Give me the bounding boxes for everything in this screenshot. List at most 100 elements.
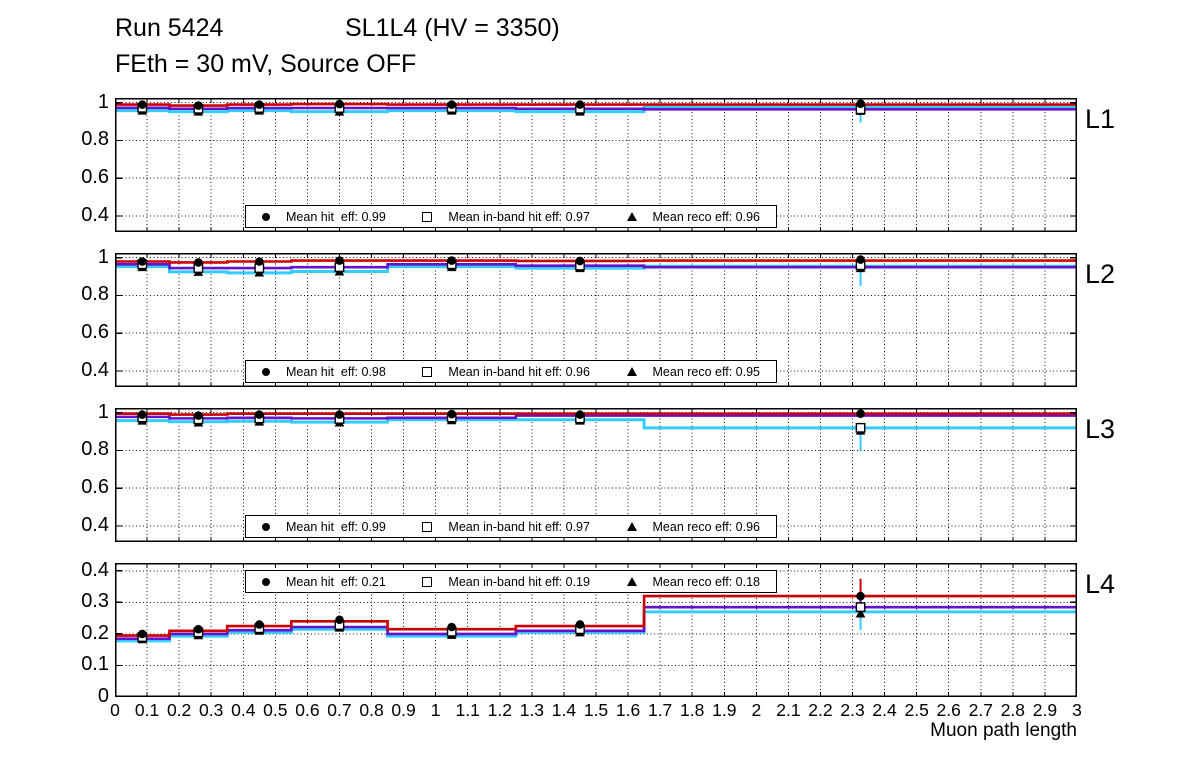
triangle-marker-icon xyxy=(626,212,637,221)
y-tick-label: 0 xyxy=(97,685,109,708)
legend-label: Mean reco eff: 0.96 xyxy=(652,209,760,224)
square-marker-icon xyxy=(422,211,433,222)
x-tick-label: 2.2 xyxy=(808,700,833,720)
x-tick-label: 1.8 xyxy=(680,700,705,720)
legend-item: Mean hit eff: 0.99 xyxy=(262,520,386,534)
panel-L4: 0.4 0.3 0.2 0.1 0 L4 Mean hit eff: 0.21 Mean in… xyxy=(81,559,1115,707)
plot-area-L2 xyxy=(115,253,1077,387)
legend-item: Mean in-band hit eff: 0.97 xyxy=(422,520,590,534)
x-tick-label: 0.2 xyxy=(166,700,192,720)
config-subtitle: FEth = 30 mV, Source OFF xyxy=(115,50,417,78)
y-tick-label: 0.8 xyxy=(81,283,109,306)
panel-label-L3: L3 xyxy=(1085,414,1116,444)
legend-label: Mean hit eff: 0.98 xyxy=(286,364,386,379)
legend-item: Mean in-band hit eff: 0.96 xyxy=(422,365,590,379)
x-tick-label: 1.3 xyxy=(519,700,545,720)
x-tick-label: 3 xyxy=(1072,700,1082,720)
panel-label-L4: L4 xyxy=(1085,569,1116,599)
run-title: Run 5424 xyxy=(115,14,224,42)
y-tick-label: 0.4 xyxy=(81,358,109,381)
x-tick-label: 2.8 xyxy=(1000,700,1026,720)
y-tick-label: 0.4 xyxy=(81,203,109,226)
panel-label-L2: L2 xyxy=(1085,259,1116,289)
panel-L1: 1 0.8 0.6 0.4 L1 Mean hit eff: 0.99 Mean in-ba… xyxy=(81,91,1115,232)
x-tick-label: 2.5 xyxy=(904,700,929,720)
y-tick-label: 1 xyxy=(97,245,109,268)
x-tick-label: 1 xyxy=(430,700,441,720)
legend-L1: Mean hit eff: 0.99 Mean in-band hit eff: … xyxy=(245,205,777,228)
legend-label: Mean hit eff: 0.99 xyxy=(286,519,386,534)
y-tick-label: 0.3 xyxy=(81,590,109,613)
plot-area-L4 xyxy=(115,563,1077,697)
x-tick-label: 2 xyxy=(751,700,762,720)
triangle-marker-icon xyxy=(626,577,637,586)
circle-marker-icon xyxy=(262,212,270,221)
legend-item: Mean in-band hit eff: 0.97 xyxy=(422,210,590,224)
legend-label: Mean in-band hit eff: 0.96 xyxy=(448,364,590,379)
y-tick-label: 0.4 xyxy=(81,513,109,536)
legend-item: Mean reco eff: 0.95 xyxy=(626,364,760,379)
x-tick-label: 0 xyxy=(110,700,120,720)
y-tick-label: 1 xyxy=(97,90,109,113)
legend-label: Mean reco eff: 0.96 xyxy=(652,519,760,534)
legend-label: Mean hit eff: 0.99 xyxy=(286,209,386,224)
x-tick-label: 0.3 xyxy=(199,700,224,720)
panel-label-L1: L1 xyxy=(1085,104,1116,134)
y-tick-label: 0.1 xyxy=(81,653,109,676)
square-marker-icon xyxy=(422,366,433,377)
square-marker-icon xyxy=(422,576,433,587)
square-marker-icon xyxy=(422,521,433,532)
legend-L4: Mean hit eff: 0.21 Mean in-band hit eff: … xyxy=(245,570,777,593)
legend-item: Mean in-band hit eff: 0.19 xyxy=(422,575,590,589)
x-tick-label: 2.3 xyxy=(840,700,865,720)
x-tick-label: 0.9 xyxy=(391,700,416,720)
legend-label: Mean reco eff: 0.95 xyxy=(652,364,760,379)
x-tick-label: 0.8 xyxy=(359,700,384,720)
legend-label: Mean in-band hit eff: 0.97 xyxy=(448,519,590,534)
x-tick-label: 1.1 xyxy=(455,700,480,720)
legend-label: Mean reco eff: 0.18 xyxy=(652,574,760,589)
legend-item: Mean reco eff: 0.96 xyxy=(626,519,760,534)
x-tick-label: 1.9 xyxy=(712,700,737,720)
circle-marker-icon xyxy=(262,577,270,586)
triangle-marker-icon xyxy=(626,367,637,376)
plot-area-L1 xyxy=(115,98,1077,232)
x-tick-label: 0.4 xyxy=(231,700,256,720)
y-tick-label: 0.4 xyxy=(81,558,109,581)
y-tick-label: 0.2 xyxy=(81,621,109,644)
panel-L2: 1 0.8 0.6 0.4 L2 Mean hit eff: 0.98 Mean in-ba… xyxy=(81,246,1115,387)
x-tick-label: 1.5 xyxy=(583,700,609,720)
circle-marker-icon xyxy=(262,367,270,376)
legend-item: Mean reco eff: 0.96 xyxy=(626,209,760,224)
y-tick-label: 0.6 xyxy=(81,166,109,189)
x-tick-label: 2.1 xyxy=(776,700,801,720)
legend-item: Mean hit eff: 0.99 xyxy=(262,210,386,224)
panel-L3: 1 0.8 0.6 0.4 L3 Mean hit eff: 0.99 Mean in-ba… xyxy=(81,401,1115,542)
legend-label: Mean in-band hit eff: 0.19 xyxy=(448,574,590,589)
x-tick-label: 2.4 xyxy=(872,700,897,720)
legend-item: Mean reco eff: 0.18 xyxy=(626,574,760,589)
legend-label: Mean in-band hit eff: 0.97 xyxy=(448,209,590,224)
x-tick-label: 1.2 xyxy=(487,700,512,720)
x-tick-label: 0.1 xyxy=(134,700,160,720)
x-tick-label: 0.6 xyxy=(295,700,320,720)
x-tick-label: 2.9 xyxy=(1032,700,1058,720)
chamber-title: SL1L4 (HV = 3350) xyxy=(345,14,560,42)
circle-marker-icon xyxy=(262,522,270,531)
x-tick-label: 1.4 xyxy=(551,700,577,720)
plot-area-L3 xyxy=(115,408,1077,542)
legend-item: Mean hit eff: 0.98 xyxy=(262,365,386,379)
y-tick-label: 0.6 xyxy=(81,476,109,499)
x-tick-label: 2.6 xyxy=(936,700,961,720)
x-axis-label: Muon path length xyxy=(930,720,1077,741)
triangle-marker-icon xyxy=(626,522,637,531)
x-tick-label: 0.5 xyxy=(263,700,288,720)
x-tick-label: 0.7 xyxy=(327,700,352,720)
legend-L3: Mean hit eff: 0.99 Mean in-band hit eff: … xyxy=(245,515,777,538)
legend-label: Mean hit eff: 0.21 xyxy=(286,574,386,589)
legend-L2: Mean hit eff: 0.98 Mean in-band hit eff: … xyxy=(245,360,777,383)
x-tick-label: 1.7 xyxy=(647,700,673,720)
x-tick-label: 1.6 xyxy=(615,700,641,720)
y-tick-label: 0.8 xyxy=(81,438,109,461)
